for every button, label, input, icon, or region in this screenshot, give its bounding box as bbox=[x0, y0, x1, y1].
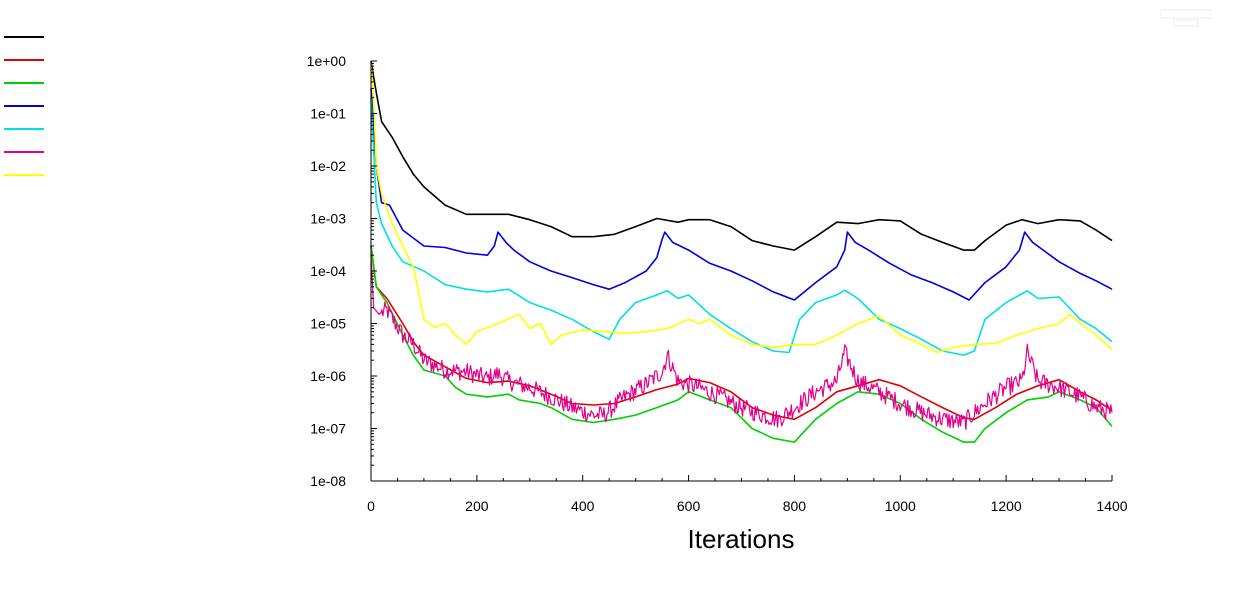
plot-series bbox=[370, 60, 1113, 443]
axes: 0 200 400 600 800 1000 1200 1400 1e+00 1e-01 1e-02… bbox=[307, 53, 1128, 514]
series-line-5 bbox=[370, 97, 1113, 356]
watermark-logo bbox=[1160, 8, 1212, 28]
legend-item-1 bbox=[4, 30, 44, 53]
y-tick-label: 1e-02 bbox=[310, 158, 346, 174]
legend-swatch bbox=[4, 36, 44, 38]
logo-icon bbox=[1160, 9, 1212, 27]
legend-item-2 bbox=[4, 53, 44, 76]
legend-swatch bbox=[4, 151, 44, 153]
series-line-7 bbox=[370, 63, 1113, 354]
x-tick-label: 800 bbox=[783, 498, 807, 514]
y-tick-label: 1e-03 bbox=[310, 211, 346, 227]
x-tick-label: 200 bbox=[465, 498, 489, 514]
x-tick-label: 1400 bbox=[1096, 498, 1127, 514]
x-tick-label: 0 bbox=[367, 498, 375, 514]
x-tick-label: 1200 bbox=[991, 498, 1022, 514]
y-tick-label: 1e+00 bbox=[307, 53, 347, 69]
series-line-1 bbox=[370, 60, 1113, 251]
y-tick-label: 1e-08 bbox=[310, 473, 346, 489]
legend-swatch bbox=[4, 174, 44, 176]
y-tick-label: 1e-05 bbox=[310, 316, 346, 332]
y-tick-label: 1e-06 bbox=[310, 368, 346, 384]
x-tick-label: 1000 bbox=[885, 498, 916, 514]
legend-swatch bbox=[4, 59, 44, 61]
y-tick-label: 1e-07 bbox=[310, 421, 346, 437]
legend-swatch bbox=[4, 82, 44, 84]
x-tick-label: 400 bbox=[571, 498, 595, 514]
legend bbox=[4, 30, 44, 191]
y-tick-label: 1e-01 bbox=[310, 106, 346, 122]
legend-item-4 bbox=[4, 99, 44, 122]
legend-item-6 bbox=[4, 145, 44, 168]
series-line-2 bbox=[370, 245, 1113, 421]
series-line-4 bbox=[370, 88, 1113, 301]
x-axis-label: Iterations bbox=[688, 524, 795, 554]
legend-item-7 bbox=[4, 168, 44, 191]
series-line-6 bbox=[370, 255, 1113, 430]
y-tick-label: 1e-04 bbox=[310, 263, 346, 279]
legend-item-5 bbox=[4, 122, 44, 145]
x-tick-label: 600 bbox=[677, 498, 701, 514]
legend-swatch bbox=[4, 128, 44, 130]
legend-item-3 bbox=[4, 76, 44, 99]
legend-swatch bbox=[4, 105, 44, 107]
